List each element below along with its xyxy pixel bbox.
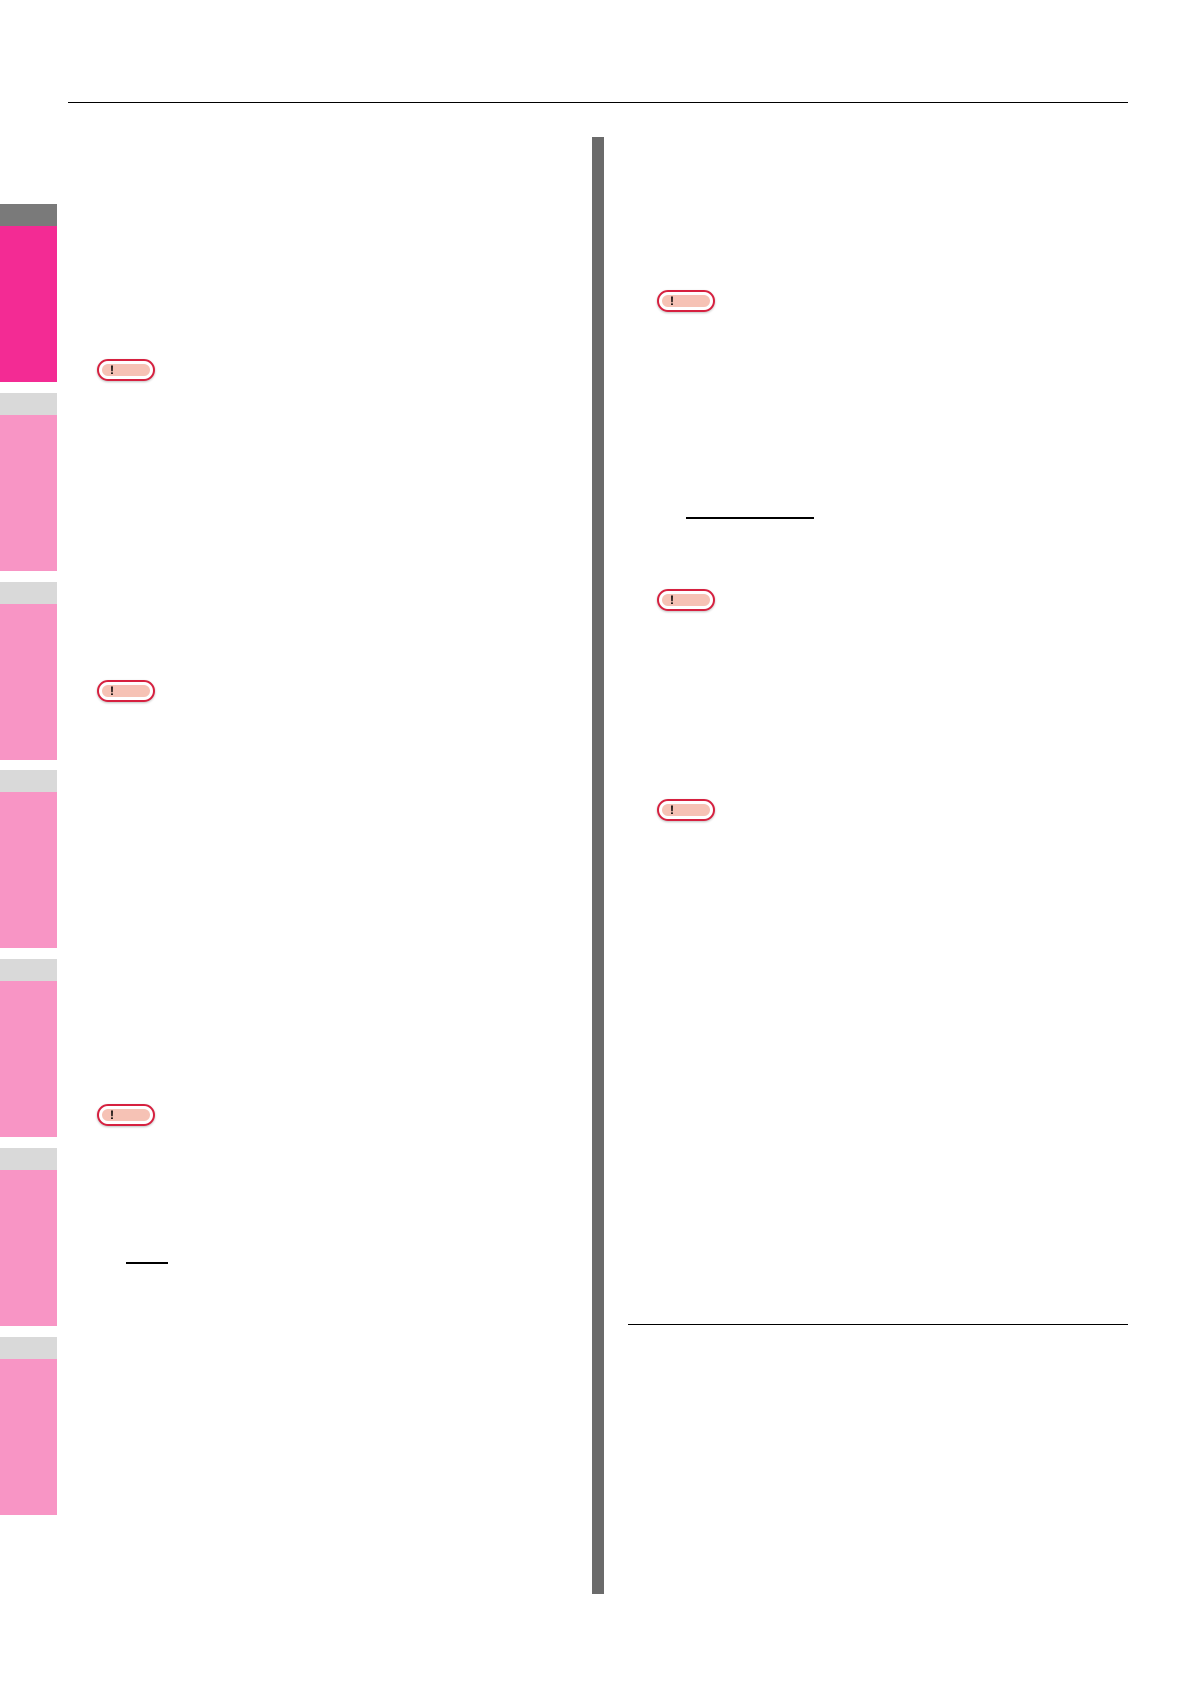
chapter-tab-body (0, 1359, 57, 1515)
underline-rule (686, 517, 814, 519)
note-icon: ! (657, 799, 715, 821)
chapter-tab-2[interactable] (0, 393, 57, 571)
chapter-tab-cap (0, 770, 57, 792)
chapter-tab-body (0, 415, 57, 571)
chapter-tab-body (0, 792, 57, 948)
chapter-tab-cap (0, 582, 57, 604)
chapter-tab-cap (0, 1148, 57, 1170)
chapter-tab-6[interactable] (0, 1148, 57, 1326)
chapter-tab-1[interactable] (0, 204, 57, 382)
note-mark: ! (670, 294, 674, 308)
note-pill (662, 804, 710, 816)
note-mark: ! (670, 593, 674, 607)
chapter-tab-cap (0, 1337, 57, 1359)
chapter-tab-7[interactable] (0, 1337, 57, 1515)
note-icon: ! (657, 290, 715, 312)
chapter-tab-cap (0, 204, 57, 226)
note-icon: ! (97, 680, 155, 702)
chapter-tab-cap (0, 959, 57, 981)
note-pill (102, 685, 150, 697)
chapter-tab-cap (0, 393, 57, 415)
note-icon: ! (97, 359, 155, 381)
underline-rule (126, 1262, 168, 1264)
chapter-tab-body (0, 1170, 57, 1326)
note-pill (102, 1109, 150, 1121)
chapter-tab-body (0, 981, 57, 1137)
note-icon: ! (657, 589, 715, 611)
chapter-tab-3[interactable] (0, 582, 57, 760)
note-mark: ! (110, 363, 114, 377)
header-rule (68, 102, 1128, 103)
note-mark: ! (110, 1108, 114, 1122)
chapter-tab-body (0, 226, 57, 382)
note-pill (102, 364, 150, 376)
chapter-tab-body (0, 604, 57, 760)
section-rule (628, 1324, 1128, 1325)
chapter-tab-4[interactable] (0, 770, 57, 948)
chapter-tab-5[interactable] (0, 959, 57, 1137)
note-mark: ! (670, 803, 674, 817)
column-divider (592, 137, 604, 1594)
note-pill (662, 295, 710, 307)
note-pill (662, 594, 710, 606)
note-mark: ! (110, 684, 114, 698)
note-icon: ! (97, 1104, 155, 1126)
